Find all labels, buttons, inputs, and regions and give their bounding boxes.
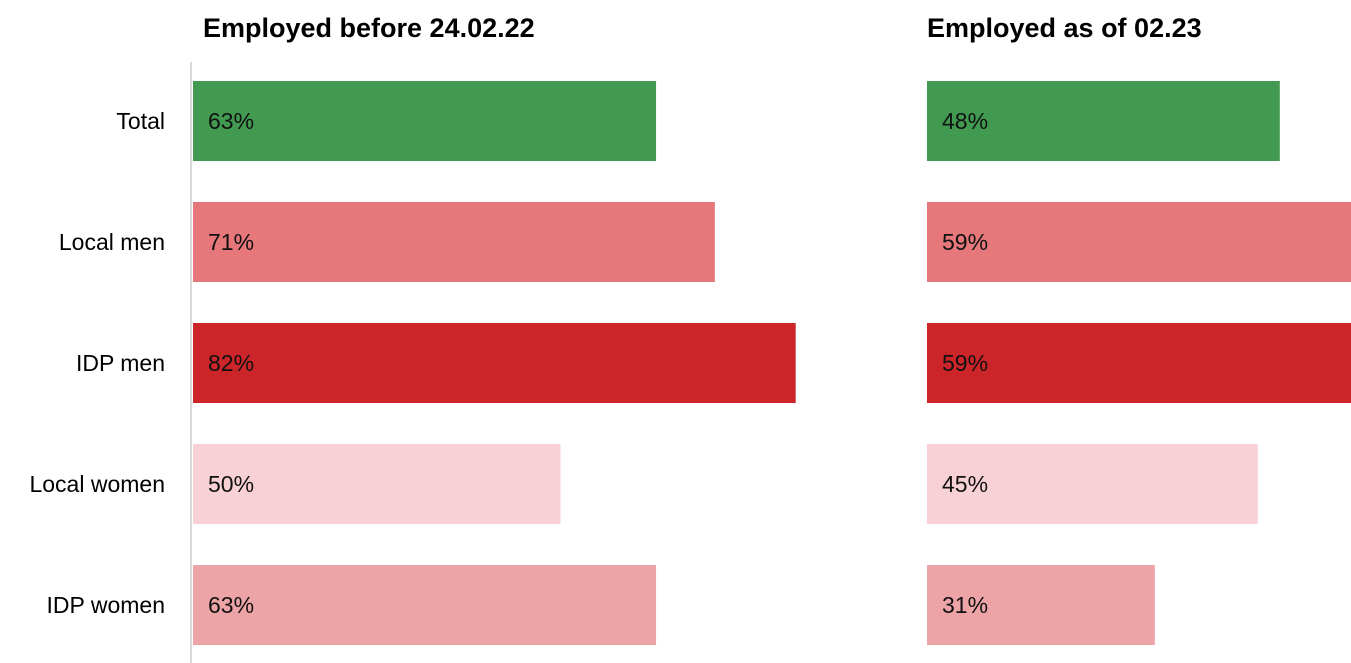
- bar: [193, 444, 561, 524]
- bar: [927, 565, 1155, 645]
- bar: [927, 202, 1351, 282]
- bar-value-label: 48%: [942, 108, 988, 134]
- panel-title: Employed as of 02.23: [927, 13, 1202, 43]
- bar-value-label: 31%: [942, 592, 988, 618]
- bar: [927, 323, 1351, 403]
- bar: [193, 323, 796, 403]
- panel-employed-before: Employed before 24.02.22 63% 71% 82% 50% 63%: [193, 13, 796, 645]
- bar: [927, 81, 1280, 161]
- bar-value-label: 45%: [942, 471, 988, 497]
- bar-value-label: 59%: [942, 229, 988, 255]
- bar-group: 63% 71% 82% 50% 63%: [193, 81, 796, 645]
- bar: [927, 444, 1258, 524]
- category-labels: Total Local men IDP men Local women IDP wome…: [29, 108, 165, 618]
- category-label: IDP women: [47, 592, 165, 618]
- bar-value-label: 50%: [208, 471, 254, 497]
- category-label: Local men: [59, 229, 165, 255]
- panel-title: Employed before 24.02.22: [203, 13, 535, 43]
- panel-employed-as-of: Employed as of 02.23 48% 59% 59% 45% 31%: [927, 13, 1351, 645]
- category-label: Local women: [29, 471, 165, 497]
- category-label: Total: [116, 108, 165, 134]
- bar-value-label: 63%: [208, 592, 254, 618]
- bar: [193, 565, 657, 645]
- bar-value-label: 63%: [208, 108, 254, 134]
- bar: [193, 81, 657, 161]
- category-label: IDP men: [76, 350, 165, 376]
- bar-value-label: 82%: [208, 350, 254, 376]
- bar-group: 48% 59% 59% 45% 31%: [927, 81, 1351, 645]
- bar: [193, 202, 715, 282]
- bar-value-label: 71%: [208, 229, 254, 255]
- bar-value-label: 59%: [942, 350, 988, 376]
